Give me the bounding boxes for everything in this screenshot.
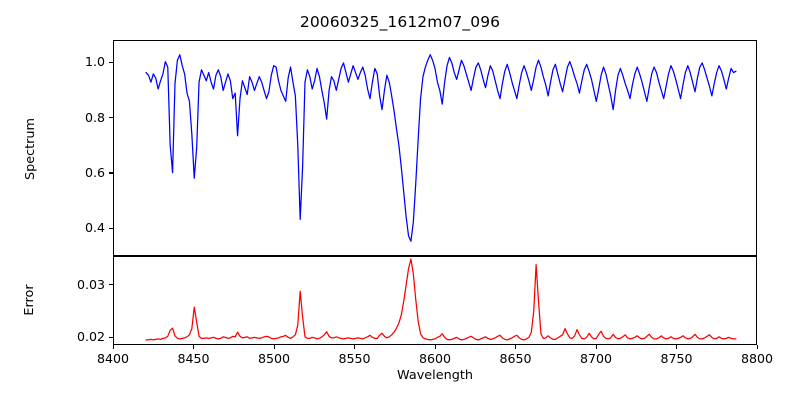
wavelength-tick-label: 8750 (660, 351, 693, 366)
spectrum-axis-label: Spectrum (23, 118, 38, 181)
x-axis-label: Wavelength (397, 368, 473, 383)
wavelength-tick-label: 8550 (338, 351, 371, 366)
wavelength-tick-label: 8700 (579, 351, 613, 366)
wavelength-tick-mark (193, 345, 195, 349)
spectrum-y-tick-mark (109, 227, 113, 229)
wavelength-tick-mark (676, 345, 678, 349)
wavelength-tick-label: 8650 (499, 351, 532, 366)
error-y-tick-label: 0.02 (76, 329, 105, 345)
wavelength-tick-label: 8400 (96, 351, 130, 366)
wavelength-tick-label: 8600 (418, 351, 452, 366)
wavelength-tick-mark (354, 345, 356, 349)
error-line-series (114, 257, 756, 344)
spectrum-y-tick-label: 1.0 (84, 54, 105, 70)
error-y-tick-mark (109, 284, 113, 286)
error-y-tick-label: 0.03 (76, 276, 105, 292)
error-axis-label: Error (22, 284, 37, 316)
error-plot-area (113, 256, 757, 345)
spectrum-y-tick-label: 0.4 (84, 220, 105, 236)
wavelength-tick-label: 8500 (257, 351, 291, 366)
spectrum-y-tick-label: 0.6 (84, 164, 105, 180)
spectrum-plot-area (113, 40, 757, 256)
wavelength-tick-mark (515, 345, 517, 349)
wavelength-tick-mark (595, 345, 597, 349)
spectrum-y-tick-mark (109, 117, 113, 119)
wavelength-tick-mark (434, 345, 436, 349)
spectrum-line-series (114, 41, 756, 255)
wavelength-tick-label: 8800 (740, 351, 774, 366)
spectrum-y-tick-mark (109, 172, 113, 174)
spectrum-y-tick-mark (109, 61, 113, 63)
spectrum-y-tick-label: 0.8 (84, 109, 105, 125)
wavelength-tick-mark (273, 345, 275, 349)
wavelength-tick-label: 8450 (177, 351, 210, 366)
wavelength-tick-mark (112, 345, 114, 349)
error-y-tick-mark (109, 336, 113, 338)
wavelength-tick-mark (756, 345, 758, 349)
figure-title: 20060325_1612m07_096 (299, 13, 501, 31)
